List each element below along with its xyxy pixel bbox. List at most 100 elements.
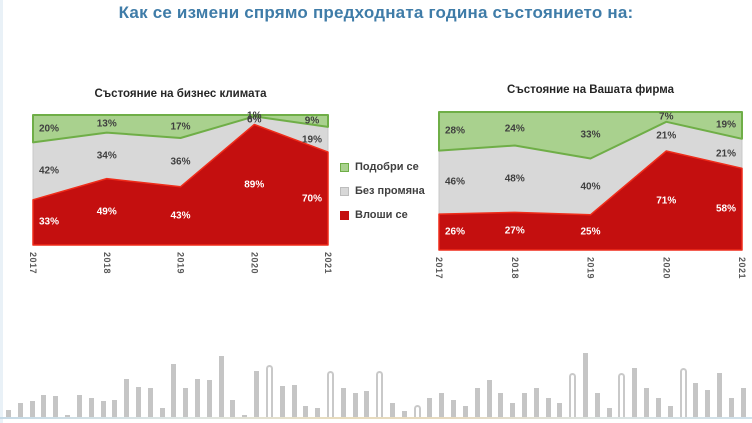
value-label: 1% [247, 110, 262, 122]
decor-bar [6, 410, 11, 418]
decor-bar [65, 415, 71, 418]
chart-title-business-climate: Състояние на бизнес климата [94, 88, 267, 100]
decor-bar [606, 408, 612, 418]
value-label: 58% [715, 203, 737, 215]
decor-bar [390, 403, 395, 418]
page-title: Как се измени спрямо предходната година … [118, 3, 634, 22]
decor-bar [147, 388, 153, 418]
x-axis-label: 2017 [434, 257, 444, 280]
decor-bar [171, 364, 177, 418]
value-label: 17% [170, 121, 191, 132]
decor-bar [705, 390, 711, 418]
decor-bar [728, 398, 734, 418]
decor-bar [183, 388, 189, 418]
value-label: 28% [444, 125, 466, 137]
decor-bar [41, 395, 47, 418]
decor-bar [124, 379, 130, 418]
decor-bar [716, 373, 722, 418]
area-improved [438, 111, 743, 160]
decor-bar [498, 393, 504, 418]
decor-bar [29, 401, 35, 418]
value-label: 48% [504, 173, 525, 185]
decorative-skyline-bars [6, 350, 746, 418]
value-label: 43% [170, 210, 191, 222]
decor-bar [474, 388, 480, 418]
area-improved [32, 114, 329, 144]
decor-bar [195, 379, 200, 418]
x-axis-label: 2017 [28, 252, 38, 275]
value-label: 13% [96, 118, 117, 130]
decor-bar [315, 408, 321, 418]
decor-bar [88, 398, 94, 418]
decor-bar [486, 380, 492, 418]
decor-bar [583, 353, 588, 418]
decor-bar [521, 393, 527, 418]
value-label: 21% [715, 148, 737, 160]
value-label: 9% [304, 115, 320, 127]
legend: Подобри се Без промяна Влоши се [340, 161, 425, 233]
decor-bar [100, 401, 106, 418]
x-axis-label: 2020 [661, 257, 672, 280]
decor-bar [340, 388, 346, 418]
chart-title-your-company: Състояние на Вашата фирма [507, 84, 674, 96]
chart-business-climate-plot: 33% 42% 20% 2017 49% 34% 13% 2018 43% 36% 17% 2019 8… [28, 110, 333, 274]
decor-bar [569, 373, 577, 418]
value-label: 40% [580, 181, 601, 193]
decor-bar [462, 406, 468, 418]
decor-bar [53, 396, 59, 418]
legend-label: Без промяна [355, 185, 425, 197]
decor-bar [76, 395, 82, 418]
value-label: 33% [580, 129, 601, 141]
legend-label: Подобри се [355, 161, 419, 173]
slide-left-edge [0, 0, 3, 423]
value-label: 70% [301, 193, 323, 205]
decor-bar [254, 371, 260, 418]
value-label: 71% [656, 195, 677, 206]
legend-swatch-improved-icon [340, 162, 349, 172]
decor-bar [679, 368, 687, 418]
decor-bar [618, 373, 626, 418]
decor-bar [533, 388, 539, 418]
decor-bar [206, 380, 212, 418]
x-axis-label: 2021 [323, 252, 333, 275]
decor-bar [17, 403, 23, 418]
decor-bar [303, 406, 309, 418]
x-axis-label: 2021 [737, 257, 747, 280]
decor-bar [352, 393, 358, 418]
value-label: 19% [715, 119, 737, 131]
decor-bar [230, 400, 236, 418]
value-label: 7% [659, 111, 674, 123]
chart-your-company-plot: 26% 46% 28% 2017 27% 48% 24% 2018 25% 40% 33% 2019 7… [434, 111, 747, 279]
decor-bar [632, 368, 638, 418]
legend-item-worsened: Влоши се [340, 209, 425, 221]
decor-bar [326, 371, 334, 418]
decor-bar [279, 386, 285, 418]
decor-bar [740, 388, 746, 418]
decor-bar [510, 403, 516, 418]
decor-bar [693, 383, 699, 418]
decor-bar [135, 387, 141, 418]
decor-bar [364, 391, 370, 418]
value-label: 26% [444, 226, 466, 238]
decor-bar [644, 388, 650, 418]
decor-bar [439, 393, 445, 418]
value-label: 34% [96, 150, 117, 162]
decor-bar [376, 371, 384, 418]
x-axis-label: 2019 [585, 257, 596, 280]
legend-item-improved: Подобри се [340, 161, 425, 173]
value-label: 36% [170, 156, 191, 168]
decor-bar [112, 400, 118, 418]
value-label: 27% [504, 225, 525, 237]
decor-bar [594, 393, 600, 418]
value-label: 21% [656, 130, 677, 142]
decor-bar [451, 400, 457, 418]
area-worsened [438, 150, 743, 251]
decor-bar [242, 415, 248, 418]
decor-bar [667, 406, 673, 418]
legend-swatch-worsened-icon [340, 210, 349, 220]
value-label: 49% [96, 206, 117, 218]
decor-bar [557, 403, 563, 418]
value-label: 33% [38, 216, 60, 228]
value-label: 25% [580, 226, 601, 238]
value-label: 42% [38, 165, 60, 177]
